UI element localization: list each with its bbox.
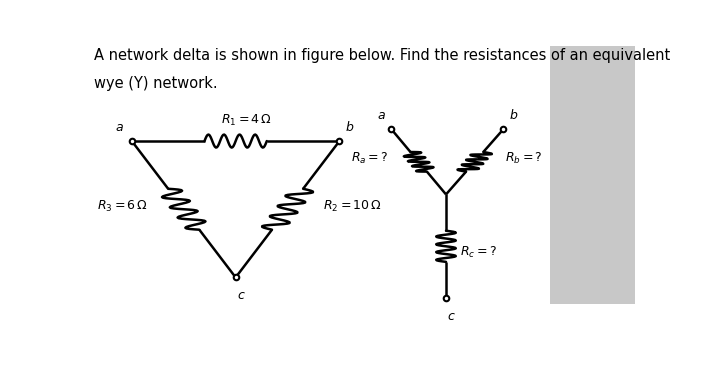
Text: $c$: $c$ bbox=[237, 289, 245, 302]
Text: A network delta is shown in figure below. Find the resistances of an equivalent: A network delta is shown in figure below… bbox=[94, 48, 670, 63]
Text: $c$: $c$ bbox=[447, 310, 456, 323]
Text: $R_3 = 6\,\Omega$: $R_3 = 6\,\Omega$ bbox=[97, 199, 148, 214]
Text: $b$: $b$ bbox=[509, 108, 518, 122]
Text: wye (Y) network.: wye (Y) network. bbox=[94, 76, 217, 91]
Text: $a$: $a$ bbox=[115, 121, 123, 134]
Text: $R_a = ?$: $R_a = ?$ bbox=[351, 151, 388, 166]
Text: $R_2 = 10\,\Omega$: $R_2 = 10\,\Omega$ bbox=[323, 199, 382, 214]
Text: $R_1 = 4\,\Omega$: $R_1 = 4\,\Omega$ bbox=[221, 113, 272, 128]
Bar bbox=[550, 46, 634, 304]
Text: $a$: $a$ bbox=[377, 109, 386, 122]
Text: $b$: $b$ bbox=[345, 120, 355, 134]
Text: $R_c = ?$: $R_c = ?$ bbox=[460, 245, 496, 260]
Text: $R_b = ?$: $R_b = ?$ bbox=[505, 151, 542, 166]
